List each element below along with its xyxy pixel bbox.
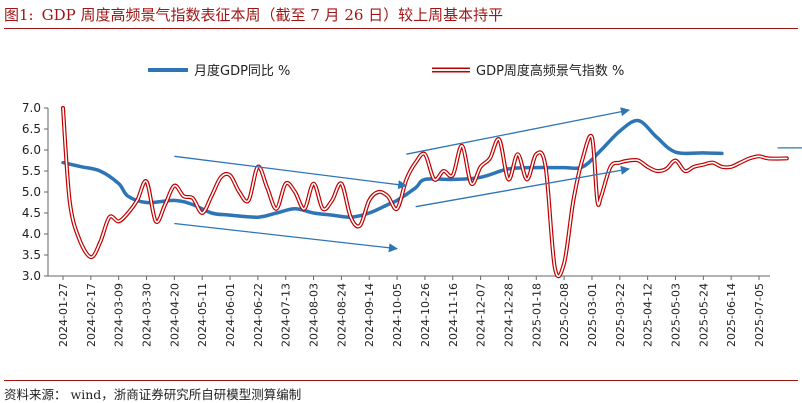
figure-title: GDP 周度高频景气指数表征本周（截至 7 月 26 日）较上周基本持平 bbox=[41, 6, 504, 24]
y-tick-label: 3.5 bbox=[22, 248, 41, 262]
x-tick-label: 2025-07-05 bbox=[753, 283, 766, 347]
y-tick-label: 4.5 bbox=[22, 206, 41, 220]
x-tick-label: 2025-05-24 bbox=[697, 283, 710, 347]
x-tick-label: 2024-06-01 bbox=[224, 283, 237, 347]
monthly-gdp-line bbox=[61, 118, 724, 219]
weekly-index-line-inner bbox=[62, 107, 788, 278]
x-tick-label: 2025-01-18 bbox=[530, 283, 543, 347]
figure-title-bar: 图1: GDP 周度高频景气指数表征本周（截至 7 月 26 日）较上周基本持平 bbox=[4, 4, 798, 29]
y-tick-label: 4.0 bbox=[22, 227, 41, 241]
trend-arrows bbox=[174, 107, 802, 253]
x-tick-label: 2024-06-22 bbox=[252, 283, 265, 347]
figure-label: 图1: bbox=[4, 6, 34, 24]
legend-label-monthly-gdp: 月度GDP同比 % bbox=[194, 63, 290, 79]
chart-series bbox=[61, 106, 789, 279]
x-tick-label: 2024-04-20 bbox=[168, 283, 181, 347]
trend-arrow bbox=[415, 165, 630, 208]
x-tick-label: 2024-10-05 bbox=[391, 283, 404, 347]
y-tick-label: 6.5 bbox=[22, 122, 41, 136]
y-tick-label: 5.5 bbox=[22, 164, 41, 178]
trend-arrow bbox=[174, 155, 408, 190]
x-tick-label: 2024-05-11 bbox=[196, 283, 209, 347]
y-tick-label: 6.0 bbox=[22, 143, 41, 157]
y-tick-label: 3.0 bbox=[22, 269, 41, 283]
source-note: 资料来源： wind，浙商证券研究所自研模型测算编制 bbox=[4, 380, 798, 403]
source-label: 资料来源： bbox=[4, 387, 67, 402]
legend-label-weekly-index: GDP周度高频景气指数 % bbox=[476, 63, 624, 79]
x-tick-label: 2024-03-30 bbox=[141, 283, 154, 347]
trend-arrow bbox=[406, 107, 630, 155]
x-tick-label: 2024-09-14 bbox=[363, 283, 376, 347]
x-tick-label: 2025-06-14 bbox=[725, 283, 738, 347]
chart-legend: 月度GDP同比 % GDP周度高频景气指数 % bbox=[148, 63, 624, 79]
x-tick-label: 2024-08-03 bbox=[308, 283, 321, 347]
x-tick-label: 2025-03-22 bbox=[614, 283, 627, 347]
x-tick-label: 2024-11-16 bbox=[447, 283, 460, 347]
x-tick-label: 2025-05-03 bbox=[669, 283, 682, 347]
gdp-line-chart: 月度GDP同比 % GDP周度高频景气指数 % 7.0 6.5 6.0 5.5 5.0 4… bbox=[22, 63, 802, 347]
weekly-index-line-outer bbox=[61, 106, 789, 279]
trend-arrow bbox=[174, 222, 398, 253]
x-tick-label: 2025-03-01 bbox=[586, 283, 599, 347]
x-tick-label: 2024-10-26 bbox=[419, 283, 432, 347]
x-tick-label: 2024-07-13 bbox=[280, 283, 293, 347]
x-tick-label: 2024-12-07 bbox=[475, 283, 488, 347]
y-tick-label: 7.0 bbox=[22, 101, 41, 115]
x-tick-label: 2024-03-09 bbox=[113, 283, 126, 347]
chart-axes: 7.0 6.5 6.0 5.5 5.0 4.5 4.0 3.5 3.0 2024-01-27 202… bbox=[22, 101, 770, 347]
x-tick-label: 2024-01-27 bbox=[57, 283, 70, 347]
x-tick-label: 2024-08-24 bbox=[335, 283, 348, 347]
x-tick-label: 2024-12-28 bbox=[502, 283, 515, 347]
source-text: wind，浙商证券研究所自研模型测算编制 bbox=[70, 387, 302, 402]
y-tick-label: 5.0 bbox=[22, 185, 41, 199]
x-tick-label: 2024-02-17 bbox=[85, 283, 98, 347]
x-tick-label: 2025-02-08 bbox=[558, 283, 571, 347]
x-tick-label: 2025-04-12 bbox=[642, 283, 655, 347]
